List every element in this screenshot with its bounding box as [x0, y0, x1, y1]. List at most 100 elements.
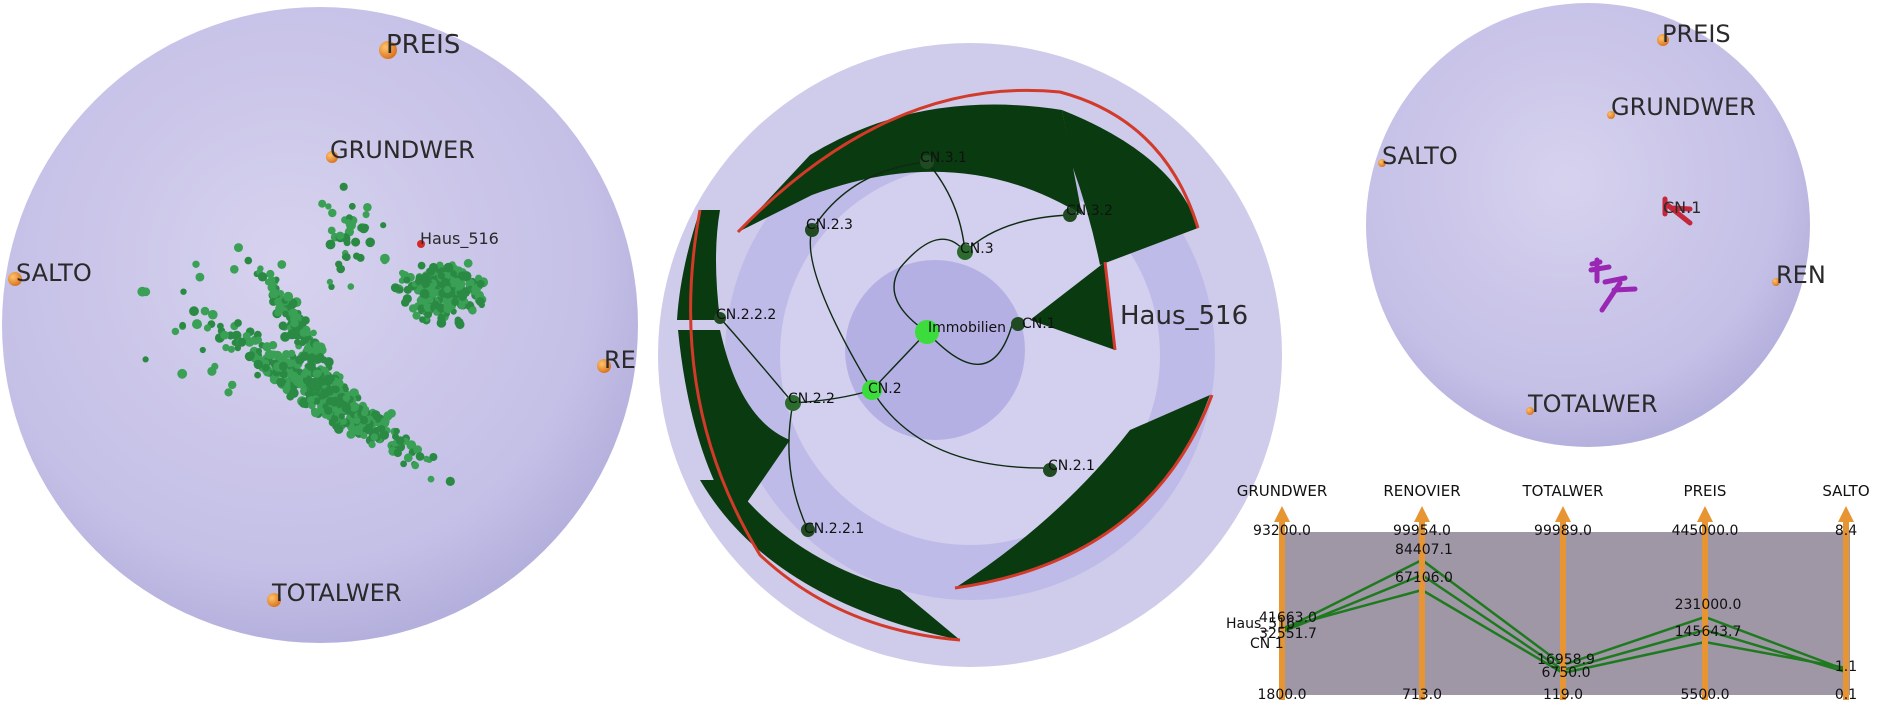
- data-point: [338, 413, 345, 420]
- data-point: [220, 330, 230, 340]
- data-point: [257, 265, 264, 272]
- data-point: [336, 231, 345, 240]
- data-point: [415, 278, 422, 286]
- tree-node-label-cn32: CN.3.2: [1066, 203, 1113, 219]
- pc-axis-max: 8.4: [1835, 523, 1857, 539]
- tree-node-cn32[interactable]: [1063, 208, 1077, 222]
- data-point: [253, 330, 262, 339]
- data-point: [461, 271, 472, 282]
- axis-marker-ren[interactable]: [1772, 278, 1780, 286]
- tree-sector: [700, 480, 960, 640]
- data-point: [253, 359, 263, 370]
- axis-marker-salto[interactable]: [8, 272, 22, 286]
- data-point: [403, 276, 411, 284]
- data-point: [288, 349, 296, 357]
- right-sphere-view[interactable]: PREIS GRUNDWER SALTO REN TOTALWER CN.1: [1366, 3, 1826, 447]
- axis-label-preis: PREIS: [386, 30, 460, 60]
- data-point: [192, 319, 202, 330]
- data-point: [349, 401, 360, 412]
- data-point: [326, 397, 335, 406]
- axis-marker-grundwer[interactable]: [326, 151, 338, 163]
- data-point: [348, 202, 356, 210]
- data-point: [277, 260, 287, 269]
- pc-axis-max: 445000.0: [1672, 523, 1739, 539]
- parallel-coordinates-view[interactable]: GRUNDWER 93200.0 1800.0 RENOVIER 99954.0 713.…: [1226, 482, 1870, 703]
- data-point: [363, 203, 372, 212]
- data-point: [203, 324, 212, 332]
- highlight-arc: [954, 394, 1214, 590]
- highlight-arc: [736, 88, 1200, 234]
- data-point: [244, 256, 253, 265]
- tree-node-label-cn221: CN.2.2.1: [804, 521, 864, 537]
- pc-axis-min: 1800.0: [1258, 687, 1307, 703]
- axis-label-grundwer: GRUNDWER: [1611, 93, 1756, 121]
- tree-node-cn221[interactable]: [801, 523, 815, 537]
- tree-sector: [738, 104, 1082, 232]
- pc-axis-label: GRUNDWER: [1237, 482, 1328, 500]
- tree-node-root[interactable]: [915, 320, 939, 344]
- tree-sector: [678, 330, 790, 520]
- data-point: [299, 328, 309, 337]
- data-point: [283, 291, 294, 302]
- data-point: [306, 389, 313, 396]
- data-point: [328, 283, 335, 290]
- data-point: [315, 369, 322, 377]
- data-point: [244, 351, 255, 362]
- tree-node-label-cn1: CN.1: [1022, 316, 1056, 332]
- hyperbolic-tree-view[interactable]: Immobilien CN.1 CN.2 CN.3 CN.2.1 CN.2.2 …: [658, 43, 1282, 667]
- axis-marker-salto[interactable]: [1378, 159, 1386, 167]
- tree-node-cn222[interactable]: [714, 312, 726, 324]
- tree-node-cn21[interactable]: [1043, 463, 1057, 477]
- data-point: [262, 342, 272, 352]
- data-point: [465, 278, 475, 289]
- axis-label-grundwer: GRUNDWER: [330, 136, 475, 164]
- left-sphere[interactable]: [2, 7, 638, 643]
- axis-label-salto: SALTO: [16, 259, 92, 287]
- data-point: [476, 279, 485, 288]
- tree-sector: [1062, 110, 1198, 265]
- data-point: [393, 448, 402, 458]
- data-point: [413, 445, 423, 454]
- data-point: [349, 388, 359, 398]
- axis-marker-totalwer[interactable]: [1526, 407, 1534, 415]
- data-point: [199, 346, 206, 354]
- cluster-glyph-red[interactable]: [1662, 196, 1693, 226]
- tree-node-cn2[interactable]: [862, 380, 882, 400]
- data-point: [310, 329, 317, 337]
- data-point: [359, 416, 369, 425]
- data-point: [141, 287, 151, 297]
- axis-marker-preis[interactable]: [379, 41, 397, 59]
- cluster-glyph-purple[interactable]: [1588, 257, 1638, 313]
- tree-node-cn22[interactable]: [785, 395, 801, 411]
- data-point: [443, 262, 454, 273]
- highlight-point[interactable]: [417, 240, 425, 248]
- tree-node-cn23[interactable]: [805, 223, 819, 237]
- pc-value-label: 16958.9: [1537, 652, 1595, 668]
- tree-node-cn3[interactable]: [957, 244, 973, 260]
- data-point: [436, 303, 446, 313]
- data-point: [171, 327, 180, 336]
- data-point: [275, 303, 285, 314]
- tree-node-cn31[interactable]: [920, 155, 934, 169]
- axis-label-totalwer: TOTALWER: [1527, 390, 1658, 418]
- data-point: [346, 429, 356, 439]
- pc-axis-arrow: [1274, 506, 1290, 522]
- right-sphere[interactable]: [1366, 3, 1810, 447]
- data-point: [419, 316, 426, 323]
- axis-marker-grundwer[interactable]: [1607, 111, 1615, 119]
- data-point: [406, 440, 417, 450]
- data-point: [427, 475, 435, 483]
- data-point: [320, 388, 330, 399]
- left-sphere-view[interactable]: PREIS GRUNDWER SALTO RE TOTALWER Haus_51…: [2, 7, 638, 643]
- axis-marker-preis[interactable]: [1657, 34, 1669, 46]
- data-point: [282, 310, 289, 318]
- data-point: [295, 355, 305, 365]
- data-point: [328, 208, 337, 218]
- data-point: [234, 344, 242, 352]
- axis-marker-re[interactable]: [597, 359, 611, 373]
- data-point: [180, 288, 187, 295]
- tree-node-cn1[interactable]: [1011, 317, 1025, 331]
- data-point: [362, 211, 370, 219]
- axis-marker-totalwer[interactable]: [267, 593, 281, 607]
- data-point: [351, 237, 361, 247]
